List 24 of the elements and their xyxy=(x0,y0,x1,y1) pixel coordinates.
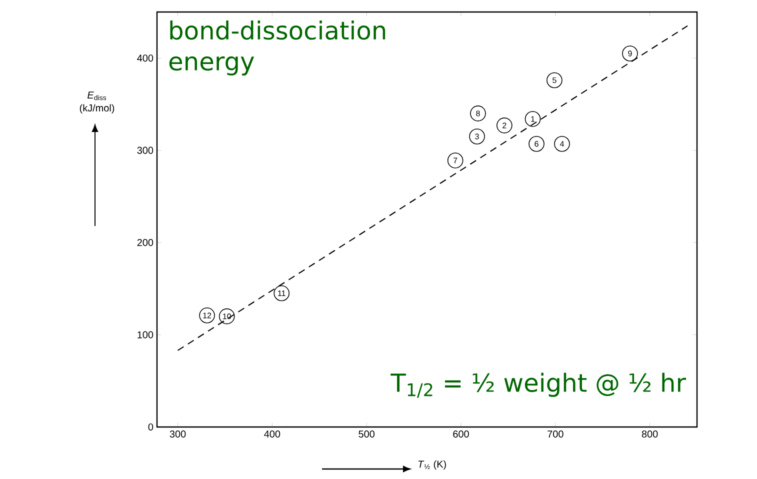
point xyxy=(622,46,638,62)
point xyxy=(554,136,570,152)
x-tick-label: 400 xyxy=(264,430,280,438)
point xyxy=(469,128,485,144)
annotation: bond-dissociation energy xyxy=(169,20,386,76)
y-tick-label: 100 xyxy=(138,331,154,338)
x-tick-label: 800 xyxy=(642,430,658,438)
x-axis-title: T$_{½}$ (K) xyxy=(418,460,446,470)
point xyxy=(528,136,544,152)
y-tick-label: 0 xyxy=(148,423,154,431)
y-axis-title: E$_{diss}$ (kJ/mol) xyxy=(80,92,114,114)
point xyxy=(447,152,464,168)
x-tick-label: 500 xyxy=(358,430,375,438)
point xyxy=(496,118,512,134)
x-tick-label: 600 xyxy=(453,430,469,438)
point xyxy=(546,72,562,88)
x-tick-label: 700 xyxy=(548,430,564,438)
y-tick-label: 200 xyxy=(137,239,154,246)
y-tick-label: 400 xyxy=(137,54,154,62)
point xyxy=(524,111,541,127)
x-tick-label: 300 xyxy=(170,430,186,438)
point xyxy=(470,106,486,122)
annotation: T$_{1/2}$ = ½ weight @ ½ hr xyxy=(390,372,686,398)
y-tick-label: 300 xyxy=(137,146,154,154)
